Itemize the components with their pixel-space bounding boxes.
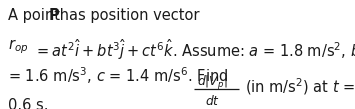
Text: = 1.6 m/s$^3$, $c$ = 1.4 m/s$^6$. Find: = 1.6 m/s$^3$, $c$ = 1.4 m/s$^6$. Find (8, 65, 228, 86)
Text: $r_{op}$: $r_{op}$ (8, 37, 28, 56)
Text: $d|V_p|$: $d|V_p|$ (197, 74, 228, 92)
Text: A point: A point (8, 8, 65, 23)
Text: $= at^2\hat{i} + bt^3\hat{j} + ct^6\hat{k}$. Assume: $a$ = 1.8 m/s$^2$, $b$: $= at^2\hat{i} + bt^3\hat{j} + ct^6\hat{… (34, 37, 355, 62)
Text: P: P (49, 8, 59, 23)
Text: has position vector: has position vector (55, 8, 200, 23)
Text: $dt$: $dt$ (205, 94, 220, 108)
Text: (in m/s$^2$) at $t$ =: (in m/s$^2$) at $t$ = (245, 76, 355, 97)
Text: 0.6 s.: 0.6 s. (8, 98, 48, 109)
